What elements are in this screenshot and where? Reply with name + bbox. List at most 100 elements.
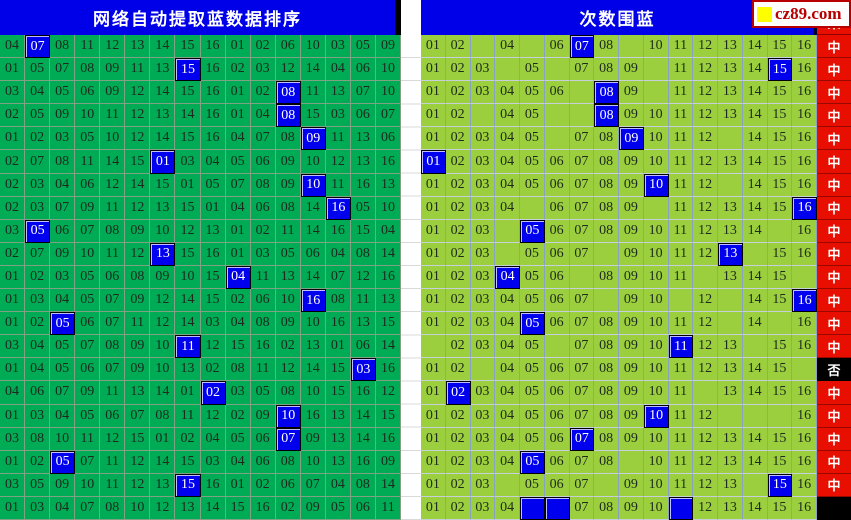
number-cell[interactable] [594, 473, 619, 497]
number-cell[interactable]: 12 [100, 427, 126, 451]
number-cell-selected[interactable]: 08 [594, 104, 619, 128]
number-cell[interactable]: 03 [50, 127, 76, 151]
number-cell[interactable]: 01 [175, 381, 201, 405]
number-cell-selected[interactable]: 10 [300, 173, 326, 197]
number-cell[interactable]: 05 [520, 127, 545, 151]
number-cell[interactable]: 14 [150, 450, 176, 474]
number-cell[interactable]: 12 [693, 289, 718, 313]
number-cell-selected[interactable]: 02 [445, 381, 471, 405]
number-cell[interactable]: 05 [350, 35, 376, 59]
number-cell[interactable]: 10 [150, 219, 176, 243]
number-cell[interactable]: 03 [0, 81, 26, 105]
number-cell[interactable]: 15 [767, 173, 793, 197]
number-cell[interactable]: 15 [350, 219, 376, 243]
number-cell[interactable]: 02 [445, 312, 471, 336]
number-cell[interactable]: 12 [693, 427, 718, 451]
number-cell[interactable]: 15 [767, 381, 793, 405]
number-cell[interactable]: 16 [792, 58, 817, 82]
number-cell[interactable]: 02 [25, 312, 51, 336]
number-cell[interactable]: 11 [668, 127, 694, 151]
number-cell[interactable]: 09 [619, 173, 644, 197]
number-cell[interactable]: 07 [569, 496, 595, 520]
number-cell[interactable]: 03 [25, 173, 51, 197]
number-cell[interactable]: 16 [200, 81, 226, 105]
number-cell[interactable]: 16 [792, 427, 817, 451]
number-cell[interactable]: 09 [50, 473, 76, 497]
number-cell[interactable]: 06 [544, 265, 570, 290]
number-cell[interactable]: 15 [767, 427, 793, 451]
number-cell[interactable]: 13 [300, 335, 326, 359]
number-cell[interactable]: 07 [225, 173, 251, 197]
number-cell-selected[interactable]: 07 [569, 427, 595, 451]
number-cell-selected[interactable]: 16 [300, 289, 326, 313]
number-cell[interactable]: 07 [125, 404, 151, 428]
number-cell[interactable]: 08 [100, 219, 126, 243]
number-cell[interactable]: 06 [544, 427, 570, 451]
number-cell[interactable]: 10 [100, 127, 126, 151]
number-cell[interactable]: 08 [275, 127, 301, 151]
number-cell[interactable]: 02 [200, 358, 226, 382]
number-cell[interactable]: 06 [75, 312, 101, 336]
number-cell[interactable]: 14 [150, 35, 176, 59]
number-cell[interactable] [643, 81, 669, 105]
number-cell[interactable]: 05 [50, 81, 76, 105]
number-cell[interactable]: 03 [470, 265, 496, 290]
number-cell[interactable]: 07 [569, 404, 595, 428]
number-cell[interactable]: 10 [643, 219, 669, 243]
number-cell[interactable]: 14 [375, 335, 401, 359]
number-cell[interactable]: 08 [275, 450, 301, 474]
number-cell-selected[interactable]: 08 [275, 81, 301, 105]
number-cell[interactable]: 04 [495, 173, 520, 197]
number-cell[interactable]: 05 [520, 335, 545, 359]
number-cell[interactable]: 13 [718, 196, 743, 220]
number-cell[interactable]: 05 [520, 104, 545, 128]
number-cell[interactable]: 10 [643, 450, 669, 474]
number-cell[interactable]: 02 [0, 173, 26, 197]
number-cell[interactable]: 05 [520, 404, 545, 428]
number-cell[interactable]: 04 [50, 496, 76, 520]
number-cell[interactable]: 10 [643, 358, 669, 382]
number-cell[interactable]: 09 [619, 81, 644, 105]
number-cell[interactable]: 09 [125, 358, 151, 382]
number-cell[interactable] [792, 265, 817, 290]
number-cell-selected[interactable]: 10 [643, 173, 669, 197]
number-cell[interactable]: 03 [470, 427, 496, 451]
number-cell[interactable]: 11 [668, 312, 694, 336]
number-cell[interactable]: 15 [767, 104, 793, 128]
number-cell[interactable]: 12 [693, 81, 718, 105]
number-cell[interactable]: 05 [350, 196, 376, 220]
number-cell[interactable]: 07 [100, 289, 126, 313]
number-cell[interactable]: 13 [150, 473, 176, 497]
number-cell[interactable] [767, 312, 793, 336]
number-cell[interactable]: 02 [445, 196, 471, 220]
number-cell[interactable]: 03 [25, 496, 51, 520]
number-cell[interactable]: 10 [643, 473, 669, 497]
number-cell[interactable]: 05 [75, 265, 101, 290]
number-cell[interactable]: 10 [643, 242, 669, 266]
number-cell[interactable]: 06 [25, 381, 51, 405]
number-cell[interactable]: 08 [250, 312, 276, 336]
number-cell[interactable]: 02 [225, 289, 251, 313]
number-cell[interactable]: 16 [375, 358, 401, 382]
number-cell[interactable]: 01 [421, 289, 446, 313]
number-cell-selected[interactable]: 03 [350, 358, 376, 382]
number-cell[interactable]: 16 [325, 219, 351, 243]
number-cell[interactable]: 15 [767, 35, 793, 59]
number-cell[interactable]: 04 [495, 335, 520, 359]
number-cell[interactable]: 11 [668, 427, 694, 451]
number-cell[interactable]: 08 [594, 496, 619, 520]
number-cell[interactable]: 04 [225, 127, 251, 151]
number-cell[interactable]: 07 [569, 127, 595, 151]
number-cell-selected[interactable]: 05 [520, 312, 545, 336]
number-cell[interactable]: 16 [350, 173, 376, 197]
number-cell[interactable]: 01 [421, 196, 446, 220]
number-cell[interactable]: 12 [100, 173, 126, 197]
number-cell[interactable]: 12 [693, 496, 718, 520]
number-cell[interactable]: 08 [100, 335, 126, 359]
number-cell[interactable]: 07 [100, 358, 126, 382]
number-cell[interactable]: 09 [275, 312, 301, 336]
number-cell[interactable]: 03 [25, 289, 51, 313]
number-cell[interactable]: 04 [225, 450, 251, 474]
number-cell[interactable]: 16 [792, 104, 817, 128]
number-cell[interactable]: 14 [742, 58, 768, 82]
